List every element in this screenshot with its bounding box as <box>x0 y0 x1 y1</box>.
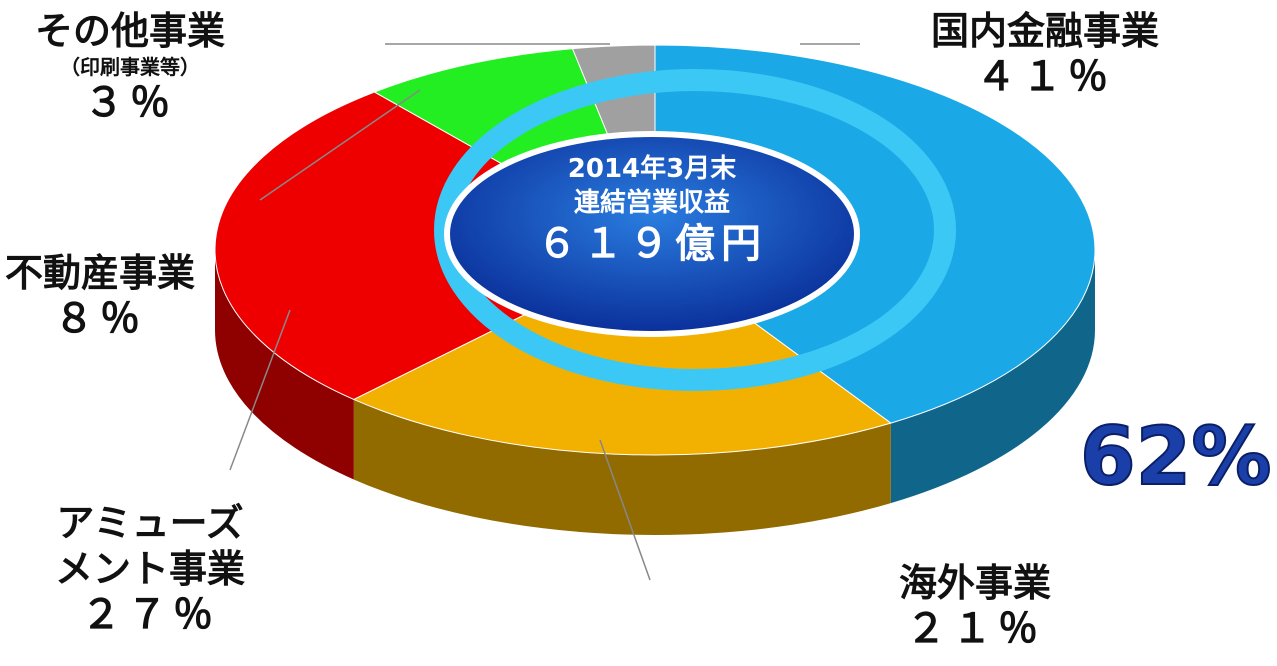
pie-side <box>215 250 354 480</box>
leader-line <box>259 89 421 201</box>
pie-slice <box>352 249 892 456</box>
slice-label: アミューズメント事業 ２７％ <box>20 500 280 638</box>
value-label: ３％ <box>84 80 176 126</box>
category-note: （印刷事業等） <box>60 55 200 79</box>
leader-line <box>599 439 651 581</box>
center-oval <box>444 131 860 337</box>
pie-slice <box>214 91 657 400</box>
pie-side <box>353 399 891 535</box>
pie-side <box>890 250 1095 504</box>
category-label: その他事業 <box>34 9 225 53</box>
value-label: ４１％ <box>976 54 1114 100</box>
category-label: 国内金融事業 <box>930 9 1159 53</box>
slice-label: 国内金融事業 ４１％ <box>900 8 1190 100</box>
center-line: 連結営業収益 <box>573 188 730 218</box>
category-label: 不動産事業 <box>4 251 195 295</box>
slice-label: 不動産事業 ８％ <box>0 250 200 342</box>
center-total: ６１９億円 <box>537 221 767 267</box>
category-label: アミューズメント事業 <box>54 501 245 591</box>
center-line: 2014年3月末 <box>567 154 737 184</box>
value-label: ２１％ <box>906 606 1044 652</box>
slice-label: その他事業 （印刷事業等） ３％ <box>0 8 260 126</box>
highlight: 62% <box>1079 409 1272 504</box>
slice-label: 海外事業 ２１％ <box>860 560 1090 652</box>
value-label: ２７％ <box>81 592 219 638</box>
category-label: 海外事業 <box>898 561 1051 605</box>
center-label: 2014年3月末 連結営業収益 ６１９億円 <box>452 152 852 268</box>
leader-line <box>229 309 291 471</box>
value-label: ８％ <box>54 296 146 342</box>
pie-slice <box>654 44 1096 424</box>
